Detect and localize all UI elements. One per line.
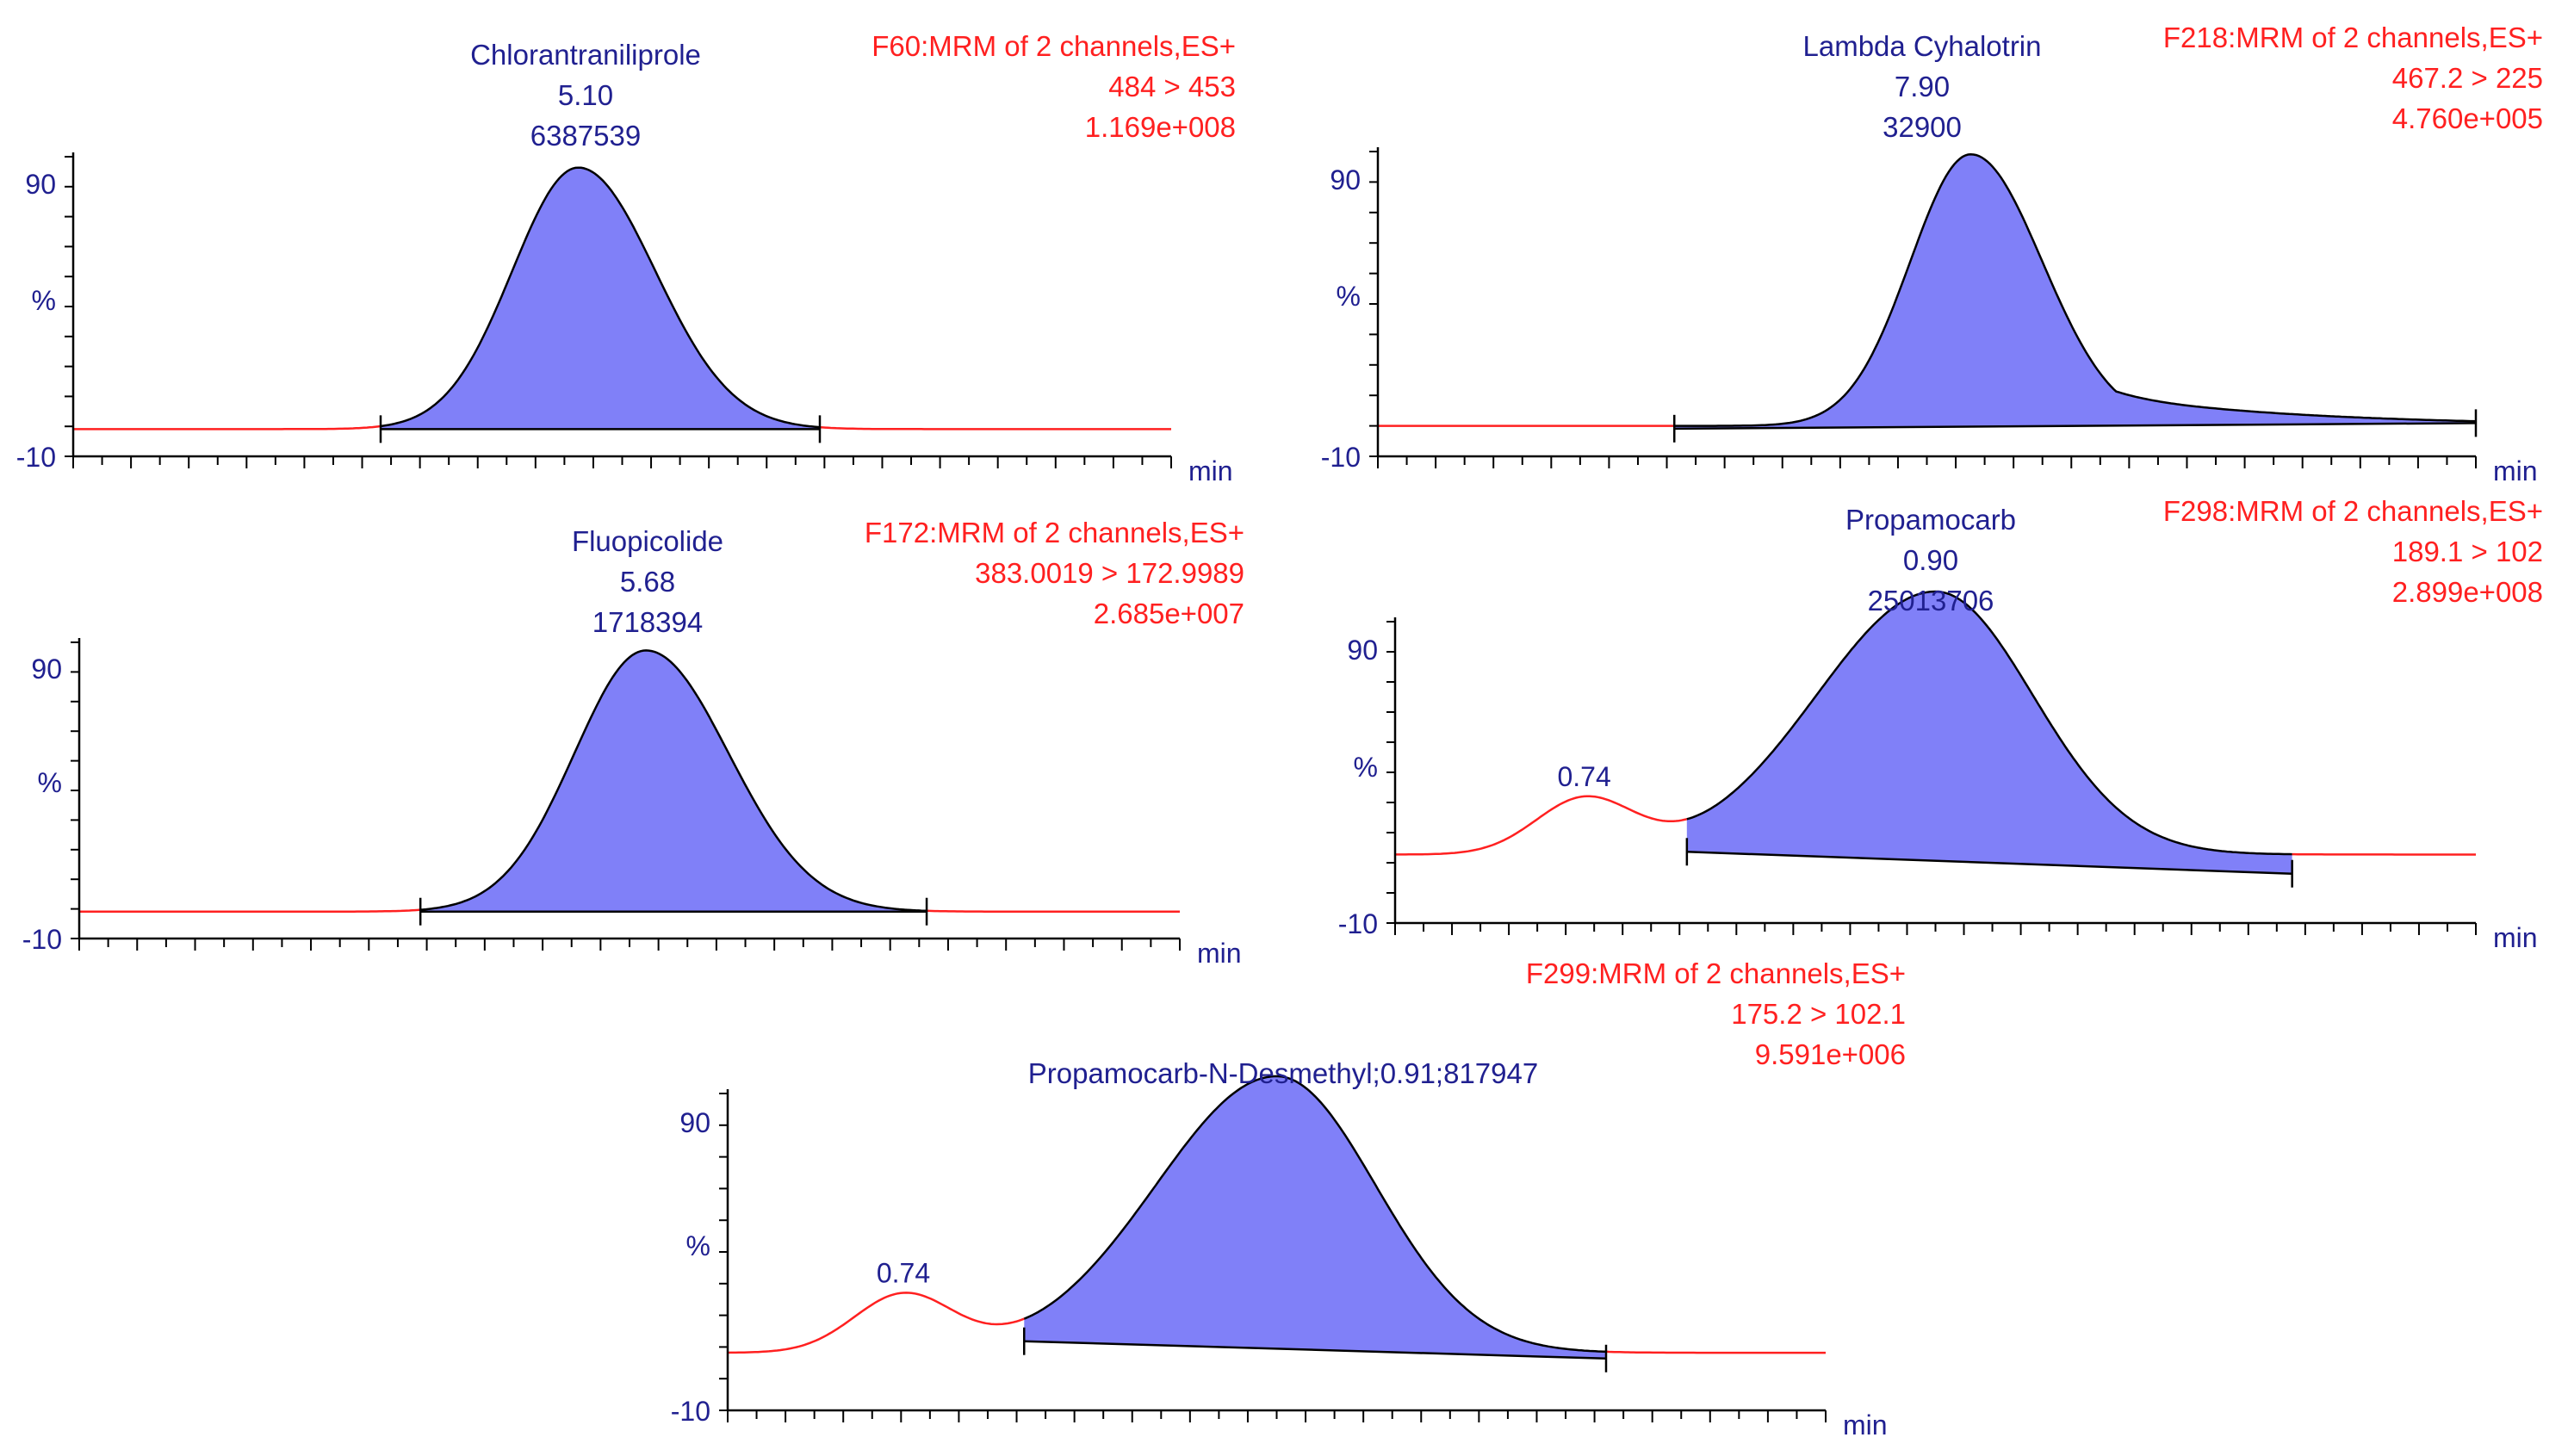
y-tick-label-neg10: -10 <box>22 924 62 955</box>
intensity-value: 2.685e+007 <box>1094 598 1244 629</box>
peak-area-label: 1718394 <box>592 606 703 638</box>
chromatogram-panel-2: 90% -10 min Lambda Cyhalotrin 7.90 32900 F218:… <box>1321 22 2543 486</box>
retention-time-label: 0.90 <box>1903 544 1958 576</box>
peak-area <box>420 650 927 912</box>
y-tick-label-neg10: -10 <box>671 1396 710 1427</box>
mrm-transition: 383.0019 > 172.9989 <box>975 557 1244 589</box>
y-axis-ticks <box>1386 621 1395 924</box>
y-tick-label-90: 90 <box>1330 164 1361 195</box>
chromatogram-panel-3: 90% -10 min Fluopicolide 5.68 1718394 F172:MRM… <box>22 517 1244 969</box>
y-tick-label-90: 90 <box>31 654 62 685</box>
y-tick-label-90: 90 <box>679 1107 710 1138</box>
peak-outline <box>1674 152 2477 427</box>
y-axis-ticks <box>65 156 73 457</box>
peak-annotation: Chlorantraniliprole 5.10 6387539 <box>470 39 701 152</box>
trace-post <box>927 909 1180 913</box>
channel-description: F218:MRM of 2 channels,ES+ <box>2163 22 2543 53</box>
mrm-transition: 175.2 > 102.1 <box>1731 998 1906 1030</box>
y-axis-unit-label: % <box>38 767 62 798</box>
y-tick-label-90: 90 <box>1347 635 1378 666</box>
channel-header: F218:MRM of 2 channels,ES+ 467.2 > 225 4.7… <box>2163 22 2543 134</box>
retention-time-label: 7.90 <box>1895 71 1950 102</box>
intensity-value: 1.169e+008 <box>1085 111 1236 143</box>
y-axis-unit-label: % <box>1337 281 1361 312</box>
trace-pre <box>79 908 421 913</box>
integration-baseline <box>1674 422 2477 431</box>
y-tick-label-neg10: -10 <box>1321 442 1361 473</box>
peak-outline <box>420 649 927 913</box>
channel-description: F298:MRM of 2 channels,ES+ <box>2163 495 2543 527</box>
compound-name: Fluopicolide <box>572 525 723 557</box>
peak-area <box>1674 154 2476 429</box>
peak-area <box>1024 1075 1606 1359</box>
peak-area-label: 25013706 <box>1868 585 1994 616</box>
x-axis-ticks <box>1377 456 2477 468</box>
peak-area <box>381 167 820 430</box>
trace-post <box>819 425 1171 431</box>
x-axis-ticks <box>1394 923 2477 935</box>
intensity-value: 4.760e+005 <box>2392 102 2543 134</box>
mrm-transition: 484 > 453 <box>1108 71 1236 102</box>
chromatogram-panel-4: 90% -10 min Propamocarb 0.90 25013706 0.74 F298… <box>1338 495 2543 953</box>
channel-description: F299:MRM of 2 channels,ES+ <box>1526 957 1906 989</box>
y-axis-ticks <box>719 1093 728 1411</box>
trace-pre <box>73 424 381 431</box>
x-axis-unit-label: min <box>1188 455 1233 486</box>
peak-outline <box>1023 1075 1607 1354</box>
channel-header: F298:MRM of 2 channels,ES+ 189.1 > 102 2.8… <box>2163 495 2543 608</box>
x-axis-unit-label: min <box>2493 455 2538 486</box>
trace-pre <box>727 1292 1025 1354</box>
channel-header: F172:MRM of 2 channels,ES+ 383.0019 > 172… <box>865 517 1244 629</box>
channel-header: F60:MRM of 2 channels,ES+ 484 > 453 1.169e… <box>872 30 1236 143</box>
integration-baseline <box>1024 1340 1607 1360</box>
x-axis-ticks <box>72 456 1172 468</box>
peak-outline <box>380 166 821 429</box>
chromatogram-panel-1: 90% -10 min Chlorantraniliprole 5.10 6387539 F… <box>16 30 1236 486</box>
y-axis-unit-label: % <box>32 285 56 316</box>
y-axis-unit-label: % <box>1354 752 1378 783</box>
trace-pre <box>1395 795 1688 856</box>
peak-annotation: Lambda Cyhalotrin 7.90 32900 <box>1803 30 2042 143</box>
chromatogram-panel-5: 90% -10 min Propamocarb-N-Desmethyl;0.91;81… <box>671 957 1906 1441</box>
intensity-value: 2.899e+008 <box>2392 576 2543 608</box>
peak-area <box>1686 592 2292 874</box>
minor-peak-rt-label: 0.74 <box>1557 761 1610 792</box>
trace-post <box>1605 1350 1826 1354</box>
mrm-transition: 467.2 > 225 <box>2392 62 2543 94</box>
compound-name: Propamocarb <box>1845 504 2016 536</box>
peak-area-label: 6387539 <box>530 120 641 152</box>
compound-name: Lambda Cyhalotrin <box>1803 30 2042 62</box>
x-axis-unit-label: min <box>1843 1410 1888 1441</box>
mrm-transition: 189.1 > 102 <box>2392 536 2543 567</box>
intensity-value: 9.591e+006 <box>1755 1038 1906 1070</box>
integration-baseline <box>1686 851 2292 875</box>
minor-peak-rt-label: 0.74 <box>877 1257 930 1288</box>
y-tick-label-90: 90 <box>25 169 56 200</box>
channel-description: F172:MRM of 2 channels,ES+ <box>865 517 1244 548</box>
x-axis-unit-label: min <box>1197 938 1242 969</box>
compound-name: Propamocarb-N-Desmethyl;0.91;817947 <box>1028 1057 1538 1089</box>
peak-annotation: Fluopicolide 5.68 1718394 <box>572 525 723 638</box>
compound-name: Chlorantraniliprole <box>470 39 701 71</box>
y-axis-ticks <box>1369 151 1378 457</box>
retention-time-label: 5.68 <box>620 566 675 598</box>
retention-time-label: 5.10 <box>558 79 613 111</box>
peak-annotation: Propamocarb-N-Desmethyl;0.91;817947 <box>1028 1057 1538 1089</box>
x-axis-ticks <box>727 1410 1827 1422</box>
y-tick-label-neg10: -10 <box>16 442 56 473</box>
peak-area-label: 32900 <box>1883 111 1962 143</box>
x-axis-ticks <box>78 939 1181 951</box>
channel-header: F299:MRM of 2 channels,ES+ 175.2 > 102.1 9… <box>1526 957 1906 1070</box>
x-axis-unit-label: min <box>2493 922 2538 953</box>
y-axis-unit-label: % <box>686 1230 710 1261</box>
y-tick-label-neg10: -10 <box>1338 908 1378 939</box>
y-axis-ticks <box>71 641 79 939</box>
peak-outline <box>1686 590 2292 856</box>
channel-description: F60:MRM of 2 channels,ES+ <box>872 30 1236 62</box>
peak-annotation: Propamocarb 0.90 25013706 <box>1845 504 2016 616</box>
